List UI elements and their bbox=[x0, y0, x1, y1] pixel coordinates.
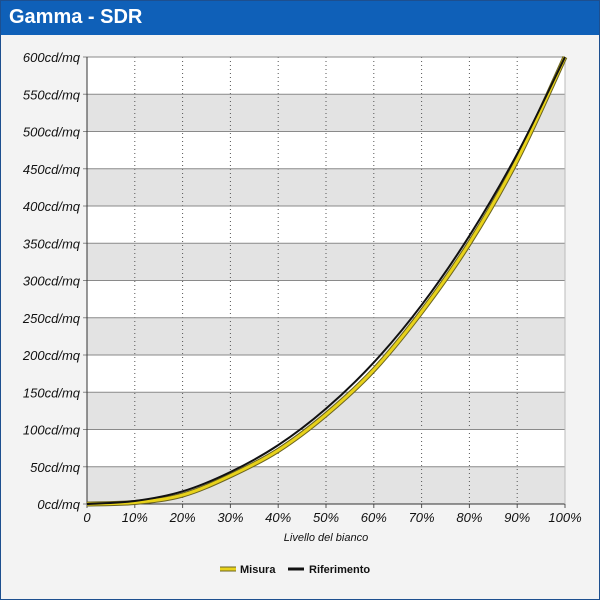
y-tick-label: 50cd/mq bbox=[30, 460, 81, 475]
y-tick-label: 0cd/mq bbox=[37, 497, 80, 512]
y-tick-labels: 0cd/mq 50cd/mq 100cd/mq 150cd/mq 200cd/mq 250… bbox=[22, 50, 81, 512]
y-tick-label: 350cd/mq bbox=[23, 236, 81, 251]
y-tick-label: 300cd/mq bbox=[23, 274, 81, 289]
grid-band bbox=[87, 317, 565, 355]
y-tick-label: 550cd/mq bbox=[23, 87, 81, 102]
x-tick-label: 70% bbox=[409, 510, 435, 525]
x-tick-label: 0 bbox=[83, 510, 91, 525]
x-tick-label: 20% bbox=[169, 510, 196, 525]
y-tick-label: 600cd/mq bbox=[23, 50, 81, 65]
series-misura-line bbox=[86, 56, 567, 506]
title-bar: Gamma - SDR bbox=[1, 1, 599, 35]
y-tick-label: 450cd/mq bbox=[23, 162, 81, 177]
x-tick-label: 50% bbox=[313, 510, 339, 525]
x-tick-label: 30% bbox=[217, 510, 243, 525]
y-tick-label: 150cd/mq bbox=[23, 385, 81, 400]
grid-band bbox=[87, 392, 565, 430]
x-tick-label: 40% bbox=[265, 510, 291, 525]
y-tick-label: 250cd/mq bbox=[22, 311, 81, 326]
y-tick-label: 100cd/mq bbox=[23, 423, 81, 438]
y-tick-label: 500cd/mq bbox=[23, 125, 81, 140]
legend-riferimento-label: Riferimento bbox=[309, 564, 370, 576]
grid-band bbox=[87, 168, 565, 206]
x-tick-label: 90% bbox=[504, 510, 530, 525]
x-tick-label: 100% bbox=[548, 510, 581, 525]
series-lines bbox=[86, 55, 568, 507]
y-tick-label: 200cd/mq bbox=[22, 348, 81, 363]
legend: Misura Riferimento bbox=[220, 564, 370, 576]
legend-misura-label: Misura bbox=[240, 564, 276, 576]
series-riferimento-line bbox=[86, 56, 566, 505]
x-axis-label: Livello del bianco bbox=[284, 532, 368, 544]
y-tick-label: 400cd/mq bbox=[23, 199, 81, 214]
x-tick-label: 60% bbox=[361, 510, 387, 525]
x-tick-label: 80% bbox=[456, 510, 482, 525]
axes bbox=[86, 57, 566, 508]
x-tick-labels: 0 10% 20% 30% 40% 50% 60% 70% 80% 90% 100% bbox=[83, 510, 581, 525]
chart-title: Gamma - SDR bbox=[9, 6, 143, 28]
x-tick-label: 10% bbox=[122, 510, 148, 525]
